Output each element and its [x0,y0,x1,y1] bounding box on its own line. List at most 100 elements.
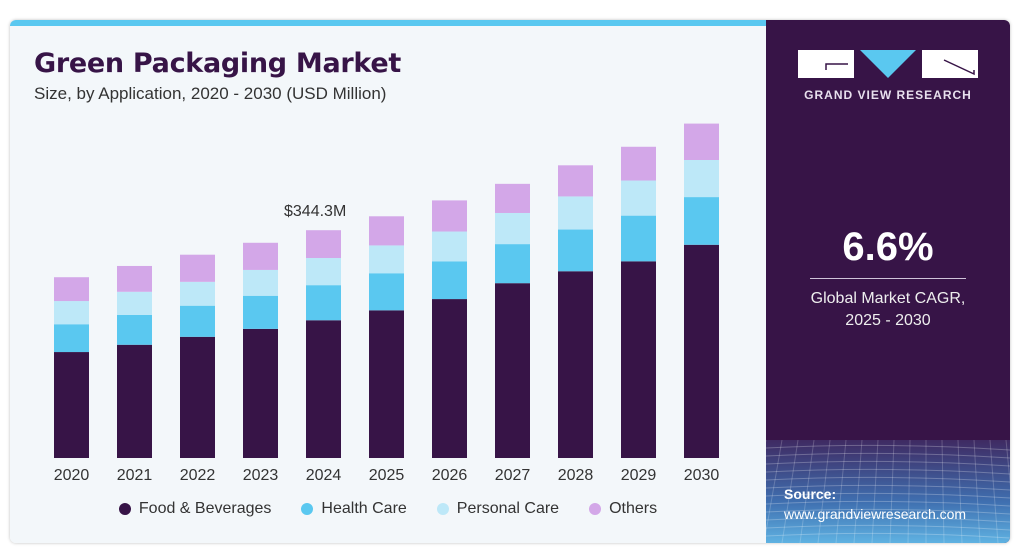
mesh-line [766,444,1010,451]
mesh-line [766,452,1010,459]
x-tick-label: 2027 [495,467,531,484]
cagr-label-line1: Global Market CAGR, [810,290,966,307]
mesh-line [781,440,799,543]
bar-personal-care-2029 [621,180,656,216]
mesh-line [766,460,1010,467]
bar-others-2026 [432,200,467,232]
mesh-line [766,484,1010,491]
bar-food-beverages-2023 [243,328,278,458]
legend-label: Health Care [321,500,407,517]
x-tick-label: 2021 [117,467,153,484]
bar-food-beverages-2030 [684,244,719,458]
bar-personal-care-2028 [558,196,593,230]
cagr-divider [810,278,966,279]
bar-personal-care-2030 [684,160,719,198]
source-url[interactable]: www.grandviewresearch.com [784,506,967,522]
mesh-line [766,476,1010,483]
bar-health-care-2027 [495,244,530,284]
mesh-line [889,440,895,543]
bar-health-care-2026 [432,261,467,300]
legend-dot-icon [436,503,449,515]
mesh-line [941,440,945,543]
data-label-2024: $344.3M [284,203,346,220]
legend-dot-icon [118,503,131,515]
source-block: Source: www.grandviewresearch.com [784,484,966,524]
gvr-logo-icon [798,50,978,78]
mesh-grid-icon [766,440,1010,543]
brand-name: GRAND VIEW RESEARCH [804,88,972,102]
bar-food-beverages-2029 [621,261,656,458]
bar-health-care-2024 [306,285,341,321]
x-tick-label: 2023 [243,467,279,484]
legend: Food & Beverages Health Care Personal Care… [10,500,766,518]
chart-panel: Green Packaging Market Size, by Applicat… [10,20,766,543]
x-tick-label: 2030 [684,467,720,484]
mesh-line [957,440,963,543]
bar-personal-care-2027 [495,212,530,245]
mesh-line [907,440,911,543]
bar-food-beverages-2028 [558,271,593,458]
legend-dot-icon [301,503,314,515]
x-tick-label: 2020 [54,467,90,484]
bar-others-2022 [180,254,215,282]
bar-health-care-2030 [684,197,719,245]
x-tick-label: 2024 [306,467,342,484]
bar-personal-care-2025 [369,245,404,274]
bar-personal-care-2022 [180,281,215,306]
accent-bar [10,20,766,26]
bar-personal-care-2020 [54,301,89,325]
bar-others-2024 [306,230,341,259]
bar-food-beverages-2027 [495,283,530,458]
mesh-line [766,440,783,535]
bar-health-care-2023 [243,295,278,329]
mesh-line [835,440,847,543]
mesh-line [799,440,815,543]
mesh-line [766,508,1010,515]
bar-others-2028 [558,165,593,197]
source-label: Source: [784,486,837,502]
legend-label: Others [609,500,658,517]
mesh-line [766,524,1010,531]
stacked-bar-chart: 2020 2021 2022 2023 2024 $344.3M 2025 2026 2027 2… [54,123,720,484]
chart-title: Green Packaging Market [34,48,401,79]
legend-item-others: Others [589,500,657,518]
legend-item-food-beverages: Food & Beverages [118,500,272,518]
mesh-line [766,500,1010,507]
mesh-line [973,440,981,543]
bar-personal-care-2021 [117,291,152,315]
bar-health-care-2025 [369,273,404,311]
bar-health-care-2022 [180,305,215,337]
bar-health-care-2021 [117,314,152,345]
legend-item-health-care: Health Care [301,500,407,518]
bar-others-2023 [243,242,278,270]
mesh-line [871,440,879,543]
mesh-line [817,440,831,543]
bar-personal-care-2026 [432,231,467,262]
x-tick-label: 2025 [369,467,405,484]
legend-dot-icon [589,503,602,515]
bar-health-care-2028 [558,229,593,272]
legend-label: Food & Beverages [138,500,272,517]
bar-food-beverages-2021 [117,344,152,458]
mesh-background [766,440,1010,543]
bar-others-2027 [495,183,530,213]
bar-health-care-2029 [621,215,656,262]
mesh-line [766,468,1010,475]
mesh-line [989,440,999,543]
legend-label: Personal Care [456,500,560,517]
bar-others-2030 [684,123,719,161]
cagr-label-line2: 2025 - 2030 [845,312,931,329]
bar-food-beverages-2026 [432,299,467,458]
bar-health-care-2020 [54,324,89,353]
sidebar-panel: GRAND VIEW RESEARCH 6.6% Global Market C… [766,20,1010,543]
bar-others-2025 [369,216,404,246]
mesh-line [766,492,1010,499]
bar-food-beverages-2022 [180,336,215,458]
bar-others-2029 [621,146,656,181]
bar-food-beverages-2025 [369,310,404,458]
bar-others-2021 [117,265,152,292]
cagr-label: Global Market CAGR, 2025 - 2030 [766,288,1010,332]
mesh-line [766,516,1010,523]
x-tick-label: 2022 [180,467,216,484]
mesh-line [766,532,1010,539]
